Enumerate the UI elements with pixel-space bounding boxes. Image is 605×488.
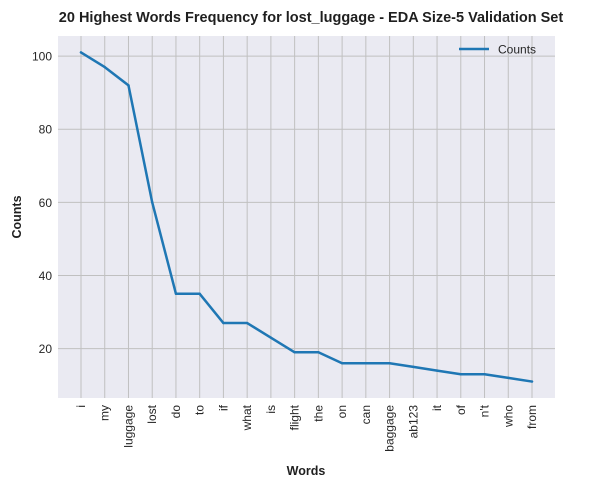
data-point — [483, 373, 486, 376]
x-tick-label: n't — [478, 404, 492, 417]
legend-label-counts: Counts — [498, 43, 536, 57]
data-point — [245, 321, 249, 325]
y-axis-ticks: 20 40 60 80 100 — [32, 50, 52, 357]
x-tick-label: what — [240, 404, 254, 431]
grid-lines — [58, 36, 555, 398]
y-tick-label: 100 — [32, 50, 52, 64]
x-tick-label: on — [335, 405, 349, 418]
y-tick-label: 40 — [39, 269, 53, 283]
x-tick-label: to — [193, 405, 207, 415]
plot-area — [58, 36, 555, 398]
x-tick-label: is — [264, 405, 278, 414]
x-tick-label: it — [430, 404, 444, 411]
x-axis-ticks: i my luggage lost do to if what is flight the on can… — [74, 404, 539, 451]
x-tick-label: who — [501, 405, 515, 428]
data-point — [459, 373, 462, 376]
data-point — [103, 65, 106, 69]
x-tick-label: baggage — [383, 405, 397, 452]
data-point — [174, 292, 178, 295]
y-tick-label: 60 — [39, 196, 53, 210]
chart-title: 20 Highest Words Frequency for lost_lugg… — [59, 10, 564, 26]
legend: Counts — [459, 43, 536, 57]
x-tick-label: can — [359, 405, 373, 424]
x-tick-label: my — [98, 405, 112, 421]
x-tick-label: luggage — [121, 405, 135, 448]
data-point — [412, 365, 415, 369]
data-point — [317, 351, 320, 354]
data-point — [198, 292, 201, 295]
data-point — [293, 351, 296, 354]
x-tick-label: lost — [145, 404, 159, 423]
data-point — [388, 362, 391, 365]
x-tick-label: from — [525, 405, 539, 429]
x-tick-label: ab123 — [406, 405, 420, 439]
x-tick-label: if — [216, 404, 230, 411]
data-point — [530, 380, 534, 383]
data-point — [222, 321, 225, 325]
data-point — [79, 51, 83, 54]
x-tick-label: do — [169, 405, 183, 419]
y-tick-label: 20 — [39, 342, 53, 356]
series-line-counts — [79, 51, 534, 383]
data-point — [127, 84, 130, 87]
data-point — [151, 201, 154, 204]
data-point — [435, 369, 439, 372]
x-axis-label: Words — [287, 464, 326, 478]
x-tick-label: i — [74, 405, 88, 408]
data-point — [507, 376, 510, 380]
data-point — [364, 362, 368, 365]
series-layer — [79, 51, 534, 383]
data-point — [269, 336, 273, 339]
x-tick-label: of — [454, 404, 468, 415]
y-axis-label: Counts — [10, 195, 24, 238]
x-tick-label: the — [311, 405, 325, 422]
data-point — [340, 362, 344, 365]
x-tick-label: flight — [288, 404, 302, 430]
y-tick-label: 80 — [39, 123, 53, 137]
